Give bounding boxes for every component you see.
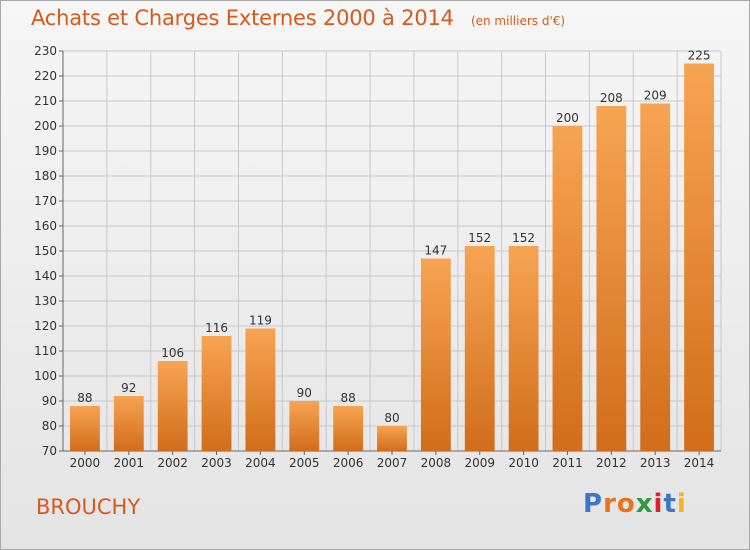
x-tick-label: 2012 — [596, 456, 627, 470]
x-tick-label: 2001 — [114, 456, 145, 470]
x-tick-label: 2006 — [333, 456, 364, 470]
logo-letter: o — [616, 489, 636, 519]
bar — [464, 246, 495, 451]
bar-value-label: 208 — [600, 91, 623, 105]
bar-value-label: 225 — [688, 49, 711, 63]
x-tick-label: 2011 — [552, 456, 583, 470]
y-tick-label: 150 — [34, 244, 57, 258]
bar — [333, 406, 364, 451]
x-tick-label: 2004 — [245, 456, 276, 470]
y-tick-label: 100 — [34, 369, 57, 383]
x-tick-label: 2002 — [157, 456, 188, 470]
bar-value-label: 88 — [77, 391, 92, 405]
bar — [113, 396, 144, 451]
x-tick-label: 2008 — [421, 456, 452, 470]
bar — [552, 126, 583, 451]
bar — [596, 106, 627, 451]
bar-value-label: 90 — [297, 386, 312, 400]
logo-letter: x — [635, 489, 654, 519]
bar — [157, 361, 188, 451]
y-tick-label: 130 — [34, 294, 57, 308]
x-tick-label: 2007 — [377, 456, 408, 470]
x-tick-label: 2010 — [508, 456, 539, 470]
bars — [70, 63, 714, 451]
bar — [70, 406, 100, 451]
labels: 88 92 106 116 119 90 88 80 147 152 152 200 208 209 225 — [77, 49, 710, 426]
x-tick-label: 2014 — [684, 456, 715, 470]
bar — [684, 63, 714, 451]
bar — [640, 103, 671, 451]
bar-value-label: 147 — [424, 244, 447, 258]
bar — [508, 246, 539, 451]
x-tick-label: 2005 — [289, 456, 320, 470]
y-tick-label: 70 — [42, 444, 57, 458]
y-tick-label: 120 — [34, 319, 57, 333]
y-tick-label: 210 — [34, 94, 57, 108]
x-tick-label: 2000 — [70, 456, 101, 470]
x-tick-label: 2003 — [201, 456, 232, 470]
logo-letter: i — [676, 489, 687, 519]
bar-value-label: 119 — [249, 314, 272, 328]
y-tick-label: 200 — [34, 119, 57, 133]
proxiti-logo: Proxiti — [583, 489, 687, 519]
bar — [201, 336, 232, 451]
title-row: Achats et Charges Externes 2000 à 2014 (… — [31, 6, 565, 30]
bar-value-label: 92 — [121, 381, 136, 395]
x-tick-label: 2013 — [640, 456, 671, 470]
y-tick-label: 110 — [34, 344, 57, 358]
bar-value-label: 80 — [384, 411, 399, 425]
logo-letter: t — [663, 489, 677, 519]
bar — [245, 328, 276, 451]
y-tick-label: 170 — [34, 194, 57, 208]
bar-value-label: 209 — [644, 89, 667, 103]
bar-value-label: 106 — [161, 346, 184, 360]
logo-letter: P — [583, 489, 604, 519]
bar — [289, 401, 320, 451]
y-tick-label: 230 — [34, 44, 57, 58]
bar — [420, 258, 451, 451]
y-tick-label: 140 — [34, 269, 57, 283]
y-tick-label: 190 — [34, 144, 57, 158]
chart-title: Achats et Charges Externes 2000 à 2014 — [31, 6, 454, 30]
bar-value-label: 116 — [205, 321, 228, 335]
bar-value-label: 200 — [556, 111, 579, 125]
x-tick-label: 2009 — [464, 456, 495, 470]
y-tick-label: 80 — [42, 419, 57, 433]
bar-value-label: 152 — [512, 231, 535, 245]
bar-value-label: 88 — [340, 391, 355, 405]
y-tick-label: 160 — [34, 219, 57, 233]
y-tick-label: 180 — [34, 169, 57, 183]
logo-letter: i — [653, 489, 664, 519]
logo-letter: r — [603, 489, 617, 519]
place-name: BROUCHY — [36, 495, 141, 519]
chart-subtitle: (en milliers d'€) — [470, 14, 566, 28]
bar-value-label: 152 — [468, 231, 491, 245]
y-tick-label: 90 — [42, 394, 57, 408]
y-tick-label: 220 — [34, 69, 57, 83]
bar — [377, 426, 407, 451]
